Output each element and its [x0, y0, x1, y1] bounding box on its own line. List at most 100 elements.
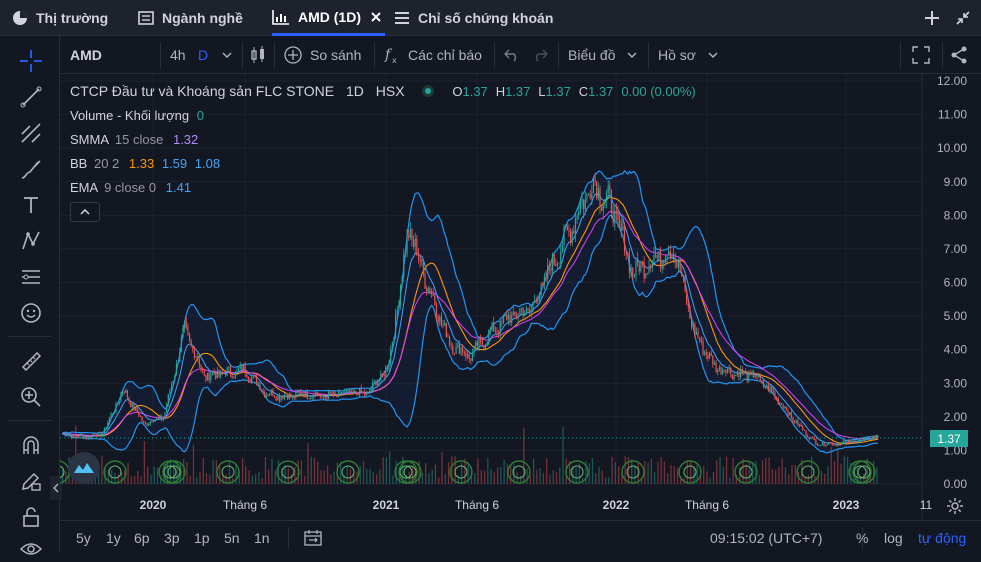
candle-body	[131, 403, 133, 407]
collapse-icon[interactable]	[955, 10, 971, 31]
volume-bar	[339, 461, 342, 484]
candle-body	[744, 372, 747, 374]
price-tick-label: 5.00	[944, 309, 968, 323]
tab-market[interactable]: Thị trường	[12, 0, 108, 36]
candle-body	[532, 302, 534, 310]
candle-body	[97, 432, 99, 436]
close-icon[interactable]	[371, 11, 381, 22]
volume-bar	[742, 458, 744, 484]
pattern-tool-icon[interactable]	[18, 228, 44, 254]
candle-body	[623, 226, 626, 252]
symbol-search[interactable]: AMD	[70, 47, 102, 63]
candle-body	[772, 390, 774, 393]
candle-body	[401, 276, 403, 286]
range-5y[interactable]: 5y	[76, 529, 91, 546]
volume-bar	[277, 459, 280, 484]
tab-industry[interactable]: Ngành nghề	[138, 0, 243, 36]
range-5n[interactable]: 5n	[224, 529, 240, 546]
collapse-panel-icon[interactable]	[50, 476, 62, 500]
candle-body	[440, 316, 442, 325]
candle-body	[331, 393, 333, 395]
text-tool-icon[interactable]	[18, 192, 44, 218]
interval-d[interactable]: D	[198, 47, 209, 63]
time-tick-label: 2021	[373, 498, 400, 512]
candle-body	[558, 263, 560, 265]
brush-icon[interactable]	[18, 156, 44, 182]
event-marker	[398, 460, 422, 484]
range-1y[interactable]: 1y	[106, 529, 121, 546]
candle-body	[612, 212, 614, 224]
volume-bar	[310, 456, 312, 484]
candle-body	[774, 392, 776, 398]
time-tick-label: 11	[920, 498, 933, 512]
volume-bar	[369, 468, 371, 484]
volume-bar	[117, 474, 119, 484]
legend-collapse-button[interactable]	[70, 202, 100, 222]
candle-body	[686, 290, 688, 305]
eye-icon[interactable]	[18, 536, 44, 562]
share-icon[interactable]	[950, 36, 968, 74]
settings-icon[interactable]	[946, 497, 964, 520]
candles	[63, 172, 879, 448]
chart-type-button[interactable]: Biểu đồ	[568, 36, 637, 74]
percent-toggle-label[interactable]: %	[856, 529, 869, 546]
trend-line-icon[interactable]	[18, 84, 44, 110]
candle-body	[641, 262, 644, 264]
date-range-icon[interactable]	[304, 521, 322, 554]
tab-amd-chart[interactable]: AMD (1D)	[272, 0, 385, 36]
fib-tool-icon[interactable]	[18, 120, 44, 146]
zoom-in-icon[interactable]	[18, 384, 44, 410]
range-1p[interactable]: 1p	[194, 529, 210, 546]
volume-bar	[196, 476, 198, 484]
profile-button[interactable]: Hồ sơ	[658, 36, 718, 74]
candle-body	[704, 352, 706, 355]
candle-body	[537, 299, 539, 303]
candle-body	[210, 375, 212, 381]
interval-dropdown-icon[interactable]	[222, 36, 232, 74]
magnet-icon[interactable]	[18, 432, 44, 458]
tab-stock-index[interactable]: Chỉ số chứng khoán	[394, 0, 553, 36]
candle-body	[391, 342, 393, 350]
candle-body	[151, 421, 153, 423]
add-tab-icon[interactable]	[924, 10, 940, 31]
volume-bar	[863, 473, 865, 484]
candle-body	[563, 226, 565, 246]
range-3p[interactable]: 3p	[164, 529, 180, 546]
range-1n[interactable]: 1n	[254, 529, 270, 546]
lock-pencil-icon[interactable]	[18, 468, 44, 494]
volume-bar	[856, 467, 859, 484]
crosshair-icon[interactable]	[18, 48, 44, 74]
fullscreen-icon[interactable]	[912, 36, 930, 74]
undo-icon[interactable]	[504, 36, 520, 74]
candles-icon[interactable]	[250, 36, 266, 74]
clock-time[interactable]: 09:15:02 (UTC+7)	[710, 529, 823, 546]
candle-body	[79, 434, 81, 437]
candle-body	[257, 382, 259, 384]
volume-bar	[166, 460, 168, 484]
redo-icon[interactable]	[532, 36, 548, 74]
candle-body	[321, 394, 323, 397]
measure-lines-icon[interactable]	[18, 264, 44, 290]
event-marker	[796, 460, 820, 484]
event-marker-inner	[853, 465, 867, 479]
candle-body	[607, 185, 609, 193]
candle-body	[586, 195, 588, 200]
auto-toggle[interactable]: tự động	[918, 529, 967, 546]
ruler-icon[interactable]	[18, 348, 44, 374]
candle-body	[614, 210, 616, 224]
candle-body	[126, 390, 129, 398]
emoji-icon[interactable]	[18, 300, 44, 326]
interval-4h[interactable]: 4h	[170, 47, 186, 63]
compare-button[interactable]: So sánh	[284, 36, 361, 74]
candle-body	[218, 370, 220, 377]
candle-body	[360, 387, 362, 392]
lock-icon[interactable]	[18, 504, 44, 530]
volume-bar	[670, 465, 672, 484]
volume-bar	[330, 474, 332, 484]
candle-body	[138, 412, 140, 417]
log-toggle[interactable]: log	[884, 529, 903, 546]
price-chart[interactable]: 12.00 11.00 10.00 9.00 8.00 7.00 6.00 5.00 4.00 3…	[60, 74, 981, 520]
range-6p[interactable]: 6p	[134, 529, 150, 546]
volume-bar	[467, 462, 469, 484]
